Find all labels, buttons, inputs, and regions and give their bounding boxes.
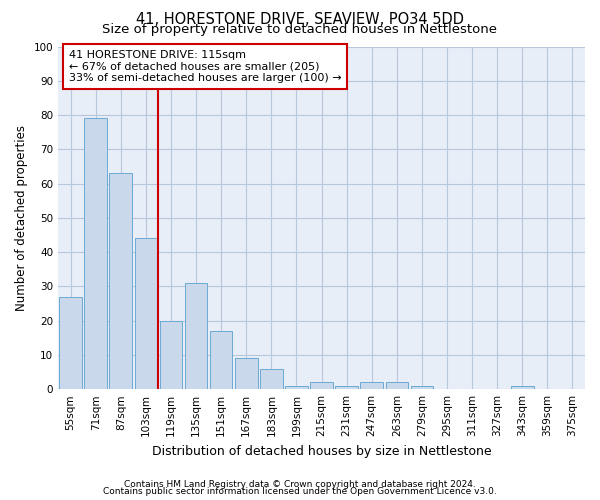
- Bar: [160, 320, 182, 389]
- X-axis label: Distribution of detached houses by size in Nettlestone: Distribution of detached houses by size …: [152, 444, 491, 458]
- Bar: [310, 382, 333, 389]
- Bar: [285, 386, 308, 389]
- Bar: [134, 238, 157, 389]
- Bar: [185, 283, 208, 389]
- Bar: [335, 386, 358, 389]
- Bar: [361, 382, 383, 389]
- Bar: [109, 174, 132, 389]
- Text: Contains HM Land Registry data © Crown copyright and database right 2024.: Contains HM Land Registry data © Crown c…: [124, 480, 476, 489]
- Bar: [235, 358, 257, 389]
- Text: Contains public sector information licensed under the Open Government Licence v3: Contains public sector information licen…: [103, 487, 497, 496]
- Text: Size of property relative to detached houses in Nettlestone: Size of property relative to detached ho…: [103, 24, 497, 36]
- Bar: [59, 296, 82, 389]
- Bar: [210, 331, 232, 389]
- Bar: [410, 386, 433, 389]
- Bar: [386, 382, 408, 389]
- Text: 41, HORESTONE DRIVE, SEAVIEW, PO34 5DD: 41, HORESTONE DRIVE, SEAVIEW, PO34 5DD: [136, 12, 464, 28]
- Bar: [85, 118, 107, 389]
- Bar: [260, 368, 283, 389]
- Y-axis label: Number of detached properties: Number of detached properties: [15, 125, 28, 311]
- Text: 41 HORESTONE DRIVE: 115sqm
← 67% of detached houses are smaller (205)
33% of sem: 41 HORESTONE DRIVE: 115sqm ← 67% of deta…: [68, 50, 341, 83]
- Bar: [511, 386, 533, 389]
